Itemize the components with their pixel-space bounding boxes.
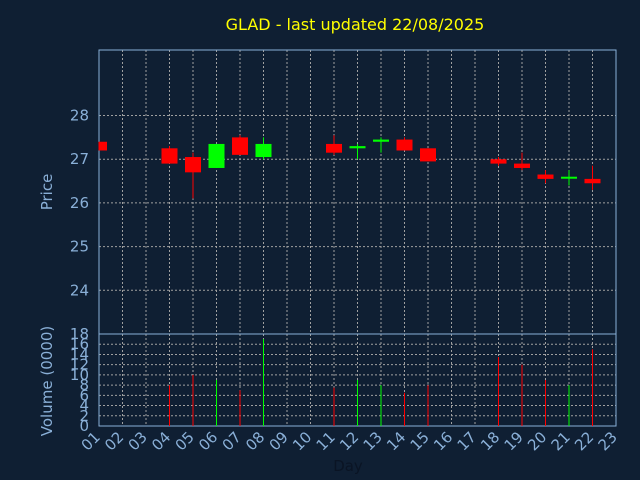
candle-body: [208, 143, 225, 168]
price-tick-label: 27: [70, 150, 89, 168]
volume-bars: [169, 339, 593, 426]
candle-body: [349, 146, 366, 149]
price-axis-label: Price: [38, 174, 56, 211]
volume-tick-label: 4: [79, 397, 89, 415]
candle: [537, 170, 554, 184]
candle: [326, 135, 342, 155]
volume-tick-label: 10: [70, 366, 89, 384]
candle: [349, 143, 366, 160]
candle-body: [99, 141, 107, 151]
candle: [185, 152, 201, 199]
price-tick-label: 26: [70, 194, 89, 212]
candle-body: [420, 148, 436, 162]
candle-body: [255, 143, 272, 158]
candle: [161, 146, 178, 164]
candle: [255, 137, 272, 160]
candle-body: [373, 139, 389, 142]
volume-tick-label: 12: [70, 356, 89, 374]
volume-tick-label: 0: [79, 417, 89, 435]
chart-title: GLAD - last updated 22/08/2025: [226, 15, 485, 34]
candles: [98, 135, 601, 199]
price-tick-label: 25: [70, 238, 89, 256]
candle: [373, 137, 389, 153]
candle: [490, 157, 507, 166]
candle-body: [584, 178, 601, 184]
candle-body: [326, 143, 342, 153]
candle-body: [490, 159, 507, 164]
candle: [208, 143, 225, 168]
volume-axis-label: Volume (0000): [38, 326, 56, 436]
candle: [561, 170, 577, 186]
x-axis-ticks: 0102030405060708091011121314151617181920…: [78, 428, 621, 454]
price-tick-label: 28: [70, 107, 89, 125]
candle: [396, 137, 413, 151]
volume-tick-label: 14: [70, 345, 89, 363]
candle-body: [161, 148, 178, 164]
candle: [514, 152, 530, 171]
price-grid: [99, 50, 616, 334]
volume-tick-label: 6: [79, 386, 89, 404]
volume-tick-label: 2: [79, 407, 89, 425]
volume-tick-label: 18: [70, 325, 89, 343]
volume-tick-label: 8: [79, 376, 89, 394]
x-axis-title: Day: [333, 457, 363, 475]
price-tick-label: 24: [70, 281, 89, 299]
candle: [232, 135, 248, 155]
candle-body: [232, 137, 248, 155]
candle: [584, 165, 601, 190]
candle-body: [514, 163, 530, 168]
volume-tick-label: 16: [70, 335, 89, 353]
candle-body: [396, 139, 413, 151]
candle-body: [537, 174, 554, 179]
candle: [420, 148, 436, 162]
candle: [98, 141, 107, 151]
price-axis-ticks: 24 25 26 27 28: [70, 107, 89, 300]
candle-body: [185, 157, 201, 173]
candle-body: [561, 176, 577, 179]
